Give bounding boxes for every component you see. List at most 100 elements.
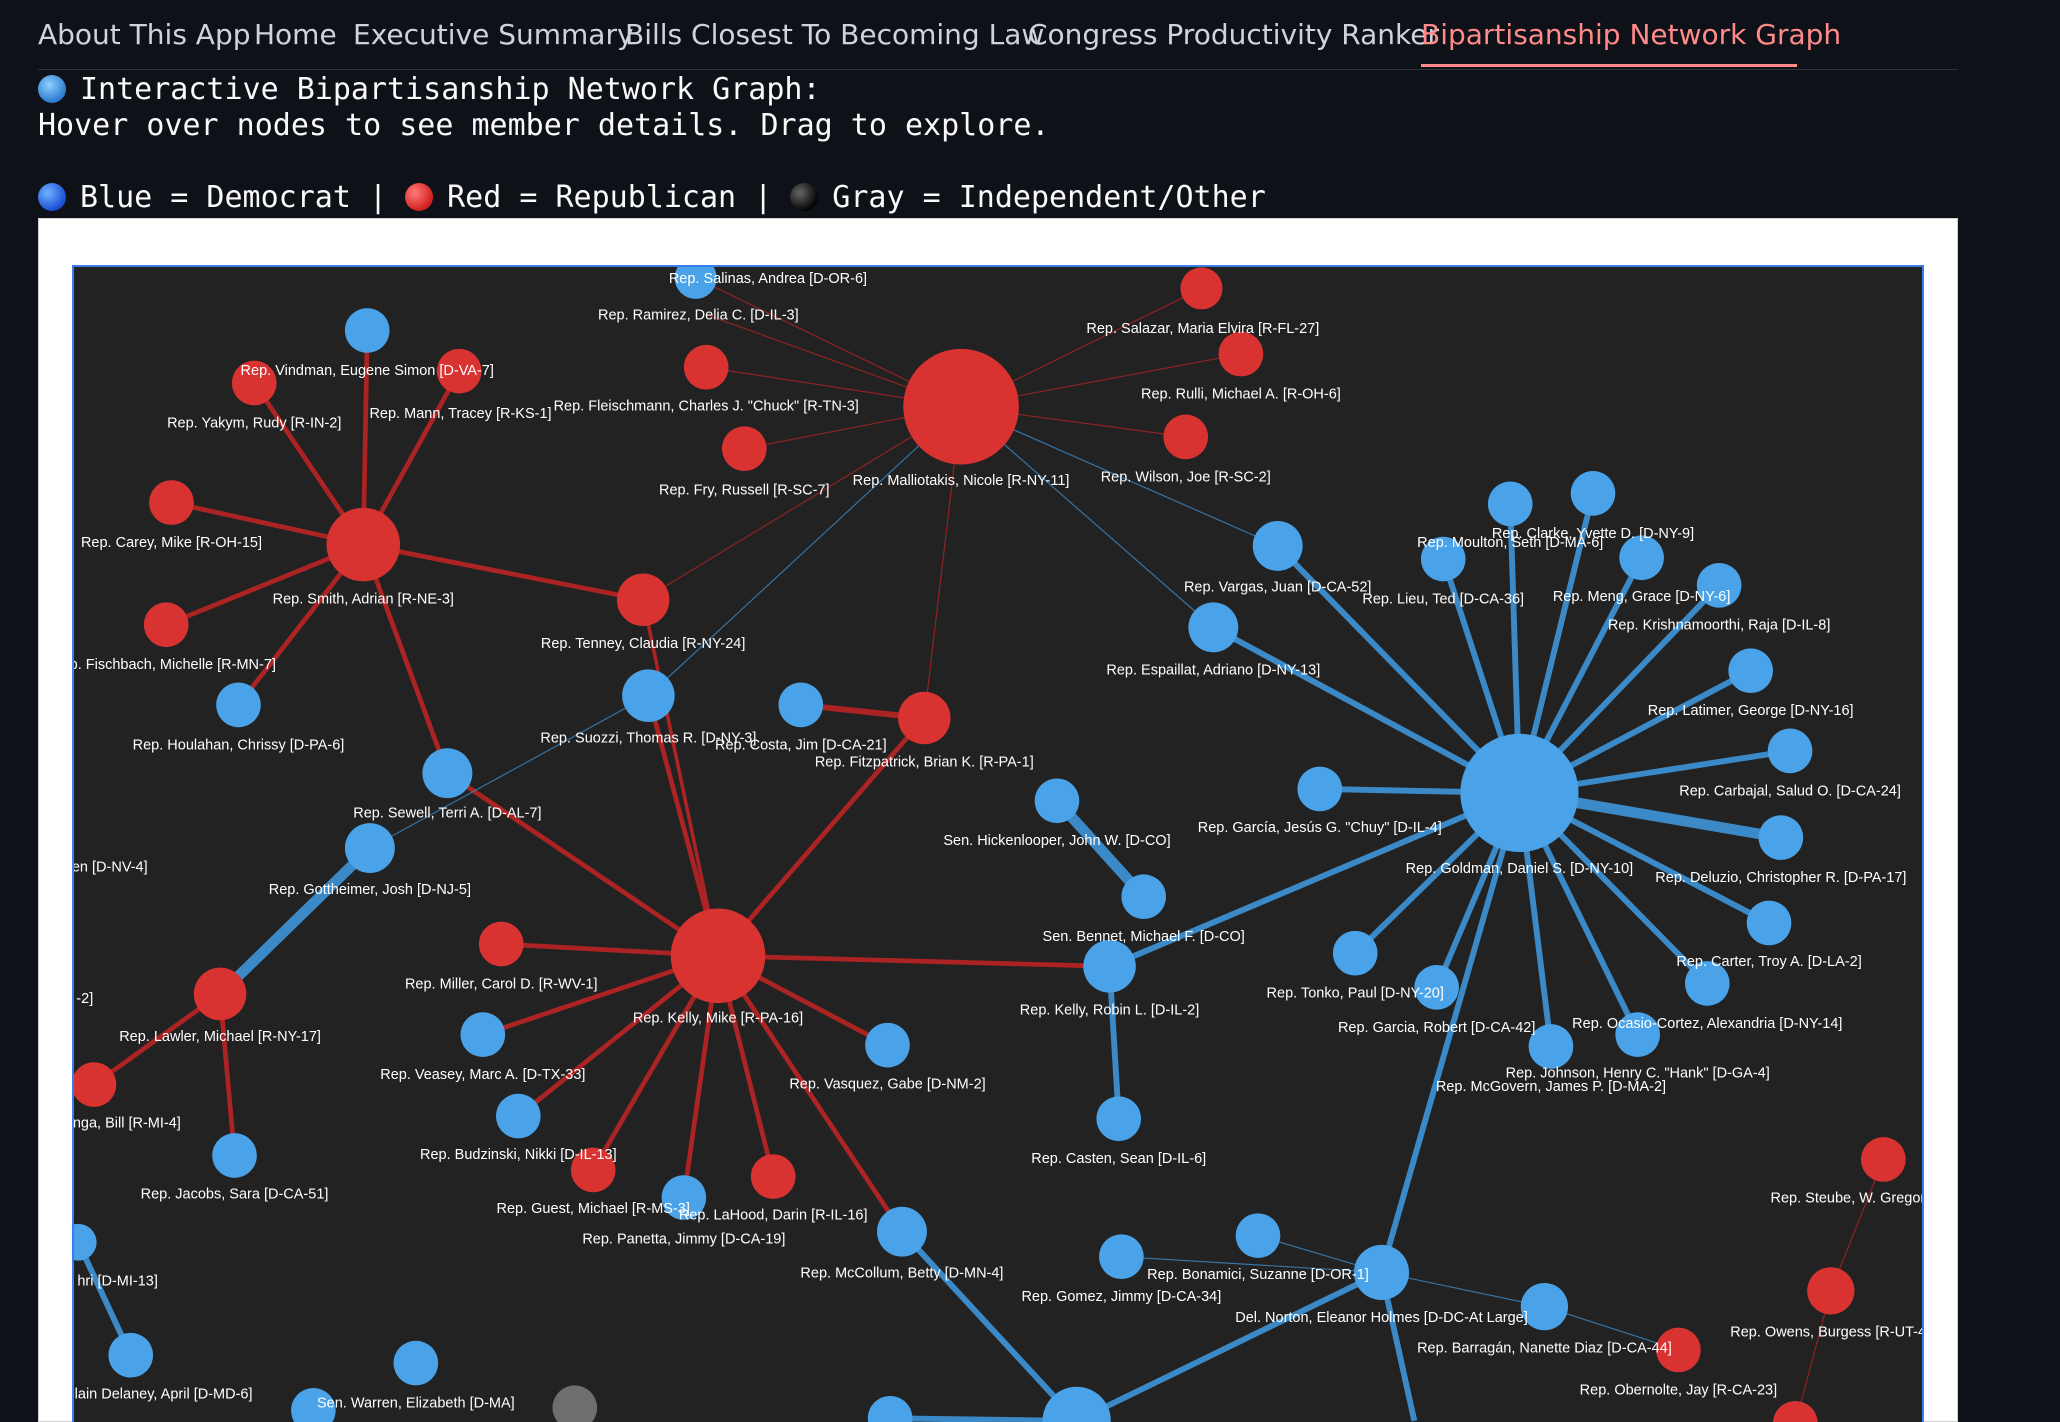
network-node[interactable] (1728, 648, 1774, 694)
network-node[interactable] (1420, 536, 1466, 582)
network-graph-canvas[interactable]: Rep. Salinas, Andrea [D-OR-6] Rep. Ramire… (74, 267, 1924, 1422)
network-node[interactable] (1528, 1024, 1574, 1069)
legend-independent: Gray = Independent/Other (832, 180, 1266, 215)
network-node[interactable] (1218, 331, 1264, 377)
node-label: Rep. Vindman, Eugene Simon [D-VA-7] (241, 363, 494, 379)
network-node[interactable] (750, 1154, 796, 1199)
network-node[interactable] (1861, 1137, 1906, 1182)
tab-productivity-ranker[interactable]: Congress Productivity Ranker (1028, 18, 1439, 51)
network-node[interactable] (1746, 900, 1792, 946)
network-node[interactable] (1332, 930, 1378, 976)
node-label: Rep. Gottheimer, Josh [D-NJ-5] (269, 882, 471, 898)
network-node[interactable] (149, 480, 194, 525)
network-node[interactable] (1163, 414, 1209, 460)
network-node[interactable] (1460, 733, 1579, 853)
network-node[interactable] (1034, 778, 1080, 824)
network-node[interactable] (903, 348, 1019, 465)
network-node[interactable] (108, 1332, 154, 1378)
network-node[interactable] (436, 348, 482, 394)
network-node[interactable] (1696, 562, 1742, 608)
tab-home[interactable]: Home (254, 18, 337, 51)
network-node[interactable] (460, 1012, 506, 1057)
network-node[interactable] (231, 360, 277, 406)
network-node[interactable] (661, 1175, 707, 1220)
network-node[interactable] (74, 1062, 117, 1107)
network-graph[interactable]: Rep. Salinas, Andrea [D-OR-6] Rep. Ramire… (72, 265, 1924, 1422)
network-node[interactable] (1570, 471, 1616, 516)
network-node[interactable] (898, 691, 951, 745)
network-node[interactable] (778, 682, 824, 728)
network-node[interactable] (616, 573, 670, 627)
network-edge (641, 599, 720, 957)
node-label: Rep. Casten, Sean [D-IL-6] (1031, 1151, 1206, 1167)
network-node[interactable] (1042, 1386, 1111, 1422)
network-node[interactable] (683, 344, 729, 390)
node-label: lain Delaney, April [D-MD-6] (75, 1386, 253, 1402)
network-node[interactable] (1807, 1267, 1855, 1315)
network-edge (217, 993, 237, 1156)
tab-bills-closest[interactable]: Bills Closest To Becoming Law (625, 18, 1045, 51)
network-node[interactable] (867, 1395, 913, 1422)
node-label: Sen. Warren, Elizabeth [D-MA] (317, 1396, 515, 1412)
network-node[interactable] (721, 426, 767, 472)
network-node[interactable] (1767, 728, 1813, 774)
network-node[interactable] (1188, 602, 1239, 653)
network-node[interactable] (1615, 1012, 1661, 1057)
network-node[interactable] (1684, 961, 1730, 1006)
network-node[interactable] (552, 1385, 598, 1422)
tab-bipartisanship-network[interactable]: Bipartisanship Network Graph (1421, 18, 1842, 51)
network-node[interactable] (876, 1206, 927, 1257)
network-node[interactable] (193, 967, 247, 1021)
network-node[interactable] (1619, 535, 1664, 581)
network-node[interactable] (674, 267, 717, 299)
network-node[interactable] (1414, 965, 1460, 1010)
network-node[interactable] (1520, 1282, 1569, 1331)
network-node[interactable] (570, 1147, 616, 1193)
tab-executive-summary[interactable]: Executive Summary (353, 18, 634, 51)
network-node[interactable] (865, 1022, 910, 1068)
network-node[interactable] (1252, 520, 1303, 571)
node-label: Rep. Smith, Adrian [R-NE-3] (273, 591, 454, 607)
network-node[interactable] (1096, 1096, 1142, 1142)
node-label: Rep. Yakym, Rudy [R-IN-2] (167, 415, 341, 431)
network-node[interactable] (422, 748, 473, 799)
legend-separator: | (369, 180, 388, 215)
network-node[interactable] (74, 1223, 97, 1261)
network-node[interactable] (1656, 1327, 1701, 1373)
network-node[interactable] (1353, 1244, 1410, 1301)
network-node[interactable] (478, 921, 524, 967)
network-node[interactable] (216, 682, 261, 728)
network-node[interactable] (344, 308, 390, 353)
network-node[interactable] (344, 823, 395, 874)
network-node[interactable] (1487, 481, 1533, 527)
node-label: Rep. Barragán, Nanette Diaz [D-CA-44] (1417, 1340, 1672, 1356)
network-node[interactable] (212, 1133, 257, 1178)
node-label: Rep. Krishnamoorthi, Raja [D-IL-8] (1608, 618, 1830, 634)
node-label: Rep. Espaillat, Adriano [D-NY-13] (1106, 662, 1320, 678)
tab-about[interactable]: About This App (38, 18, 251, 51)
network-node[interactable] (622, 669, 675, 722)
network-node[interactable] (1083, 940, 1136, 993)
node-label: Rep. Latimer, George [D-NY-16] (1648, 703, 1854, 719)
node-label: Rep. Ocasio-Cortez, Alexandria [D-NY-14] (1572, 1016, 1842, 1032)
network-node[interactable] (1235, 1213, 1281, 1258)
network-node[interactable] (1099, 1234, 1144, 1280)
node-label: Rep. Sewell, Terri A. [D-AL-7] (353, 806, 541, 822)
node-label: Del. Norton, Eleanor Holmes [D-DC-At Lar… (1235, 1310, 1528, 1326)
network-node[interactable] (1758, 815, 1804, 860)
network-node[interactable] (1121, 874, 1167, 920)
network-edge (717, 953, 1110, 969)
legend-republican: Red = Republican (447, 180, 737, 215)
network-node[interactable] (143, 602, 189, 648)
network-node[interactable] (326, 507, 401, 582)
network-node[interactable] (1297, 766, 1343, 812)
network-node[interactable] (670, 908, 766, 1004)
node-label: Rep. Lawler, Michael [R-NY-17] (119, 1029, 321, 1045)
network-node[interactable] (291, 1388, 336, 1422)
network-node[interactable] (495, 1093, 541, 1139)
node-label: Rep. Salinas, Andrea [D-OR-6] (669, 271, 867, 287)
node-label: Rep. Deluzio, Christopher R. [D-PA-17] (1655, 870, 1906, 886)
network-node[interactable] (1180, 267, 1223, 310)
network-node[interactable] (393, 1340, 439, 1386)
network-node[interactable] (1773, 1401, 1818, 1422)
